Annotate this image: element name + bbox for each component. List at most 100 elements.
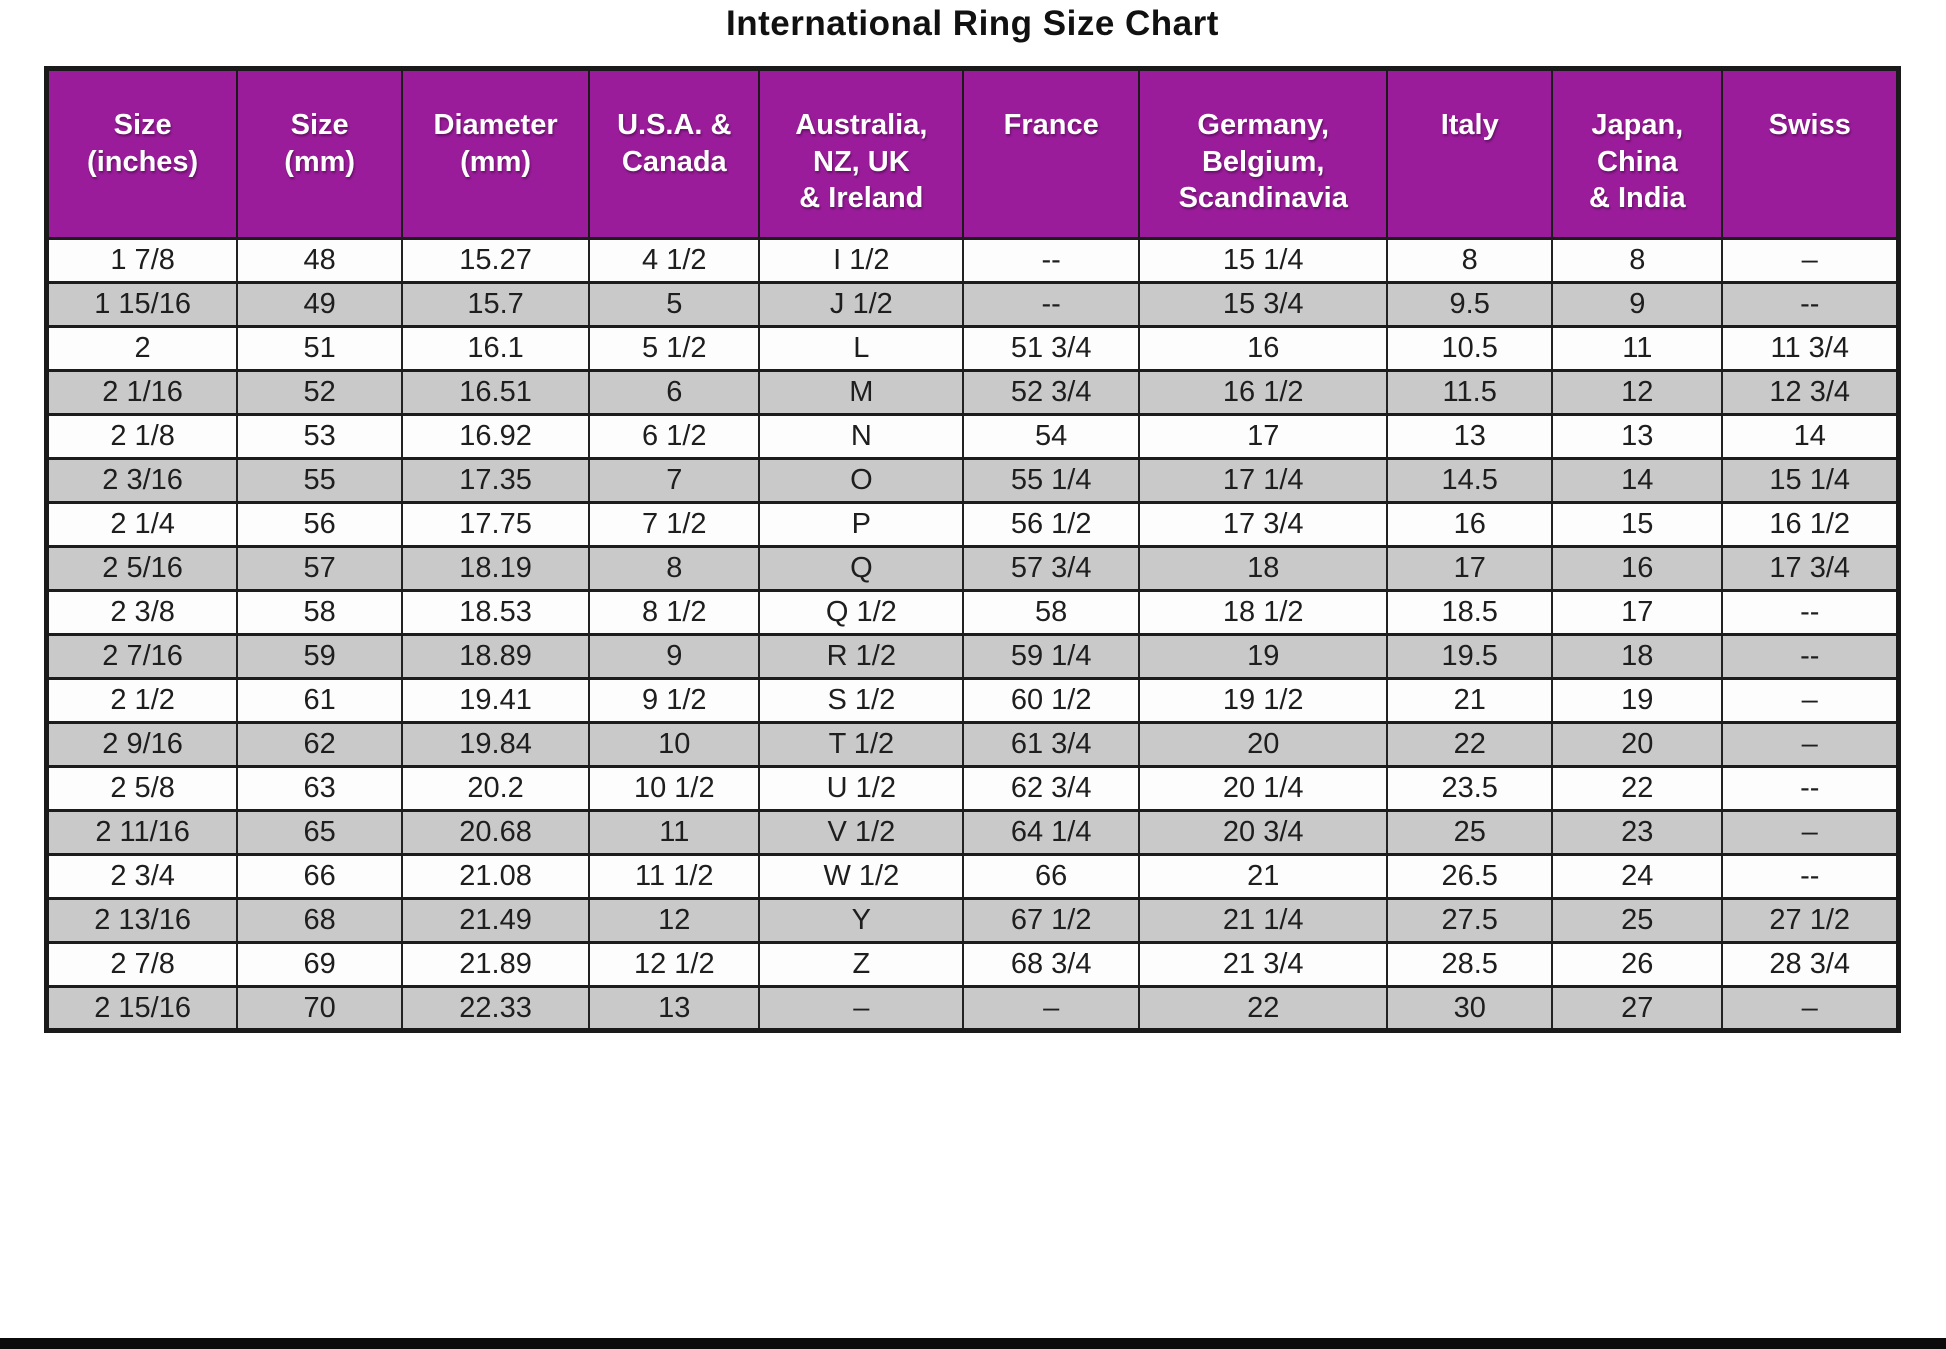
table-cell: 21.49: [401, 897, 591, 944]
table-cell: 22: [1138, 985, 1389, 1032]
table-cell: --: [1721, 589, 1900, 636]
table-cell: 13: [1551, 413, 1724, 460]
table-cell: 12: [588, 897, 761, 944]
table-cell: 28 3/4: [1721, 941, 1900, 988]
table-cell: 6 1/2: [588, 413, 761, 460]
table-cell: 19.41: [401, 677, 591, 724]
table-cell: 26: [1551, 941, 1724, 988]
table-cell: 57: [236, 545, 404, 592]
table-cell: --: [962, 281, 1141, 328]
table-cell: --: [1721, 765, 1900, 812]
table-cell: 55 1/4: [962, 457, 1141, 504]
table-row: 2 9/16 62 19.84 10 T 1/2 61 3/4 20 22 20–: [45, 721, 1900, 768]
table-cell: 18: [1551, 633, 1724, 680]
table-cell: 18.89: [401, 633, 591, 680]
table-cell: 59: [236, 633, 404, 680]
table-cell: 18.5: [1386, 589, 1554, 636]
table-row: 2 5/8 63 20.2 10 1/2 U 1/2 62 3/4 20 1/4 23.5 22…: [45, 765, 1900, 812]
table-cell: --: [962, 237, 1141, 284]
table-cell: 19 1/2: [1138, 677, 1389, 724]
table-row: 1 7/8 48 15.27 4 1/2 I 1/2 -- 15 1/4 8 8–: [45, 237, 1900, 284]
table-cell: 25: [1551, 897, 1724, 944]
table-cell: 28.5: [1386, 941, 1554, 988]
column-header: Italy: [1386, 67, 1554, 240]
table-cell: 2 1/16: [45, 369, 239, 416]
table-cell: 22: [1386, 721, 1554, 768]
table-cell: 20.68: [401, 809, 591, 856]
table-cell: 55: [236, 457, 404, 504]
table-cell: 12 3/4: [1721, 369, 1900, 416]
table-cell: Z: [758, 941, 965, 988]
table-cell: --: [1721, 633, 1900, 680]
table-cell: 5 1/2: [588, 325, 761, 372]
table-cell: 15 1/4: [1721, 457, 1900, 504]
table-cell: 58: [962, 589, 1141, 636]
table-cell: 9 1/2: [588, 677, 761, 724]
table-cell: 21.08: [401, 853, 591, 900]
table-cell: 16: [1138, 325, 1389, 372]
table-cell: 2 7/8: [45, 941, 239, 988]
table-cell: 68: [236, 897, 404, 944]
table-cell: 62 3/4: [962, 765, 1141, 812]
table-cell: 13: [1386, 413, 1554, 460]
table-row: 2 3/8 58 18.53 8 1/2 Q 1/2 58 18 1/2 18.5 17 --: [45, 589, 1900, 636]
table-cell: I 1/2: [758, 237, 965, 284]
column-header: Germany, Belgium, Scandinavia: [1138, 67, 1389, 240]
table-cell: 16: [1386, 501, 1554, 548]
table-cell: 13: [588, 985, 761, 1032]
table-cell: 27.5: [1386, 897, 1554, 944]
table-cell: 2 3/4: [45, 853, 239, 900]
table-cell: 11.5: [1386, 369, 1554, 416]
table-cell: 21: [1386, 677, 1554, 724]
table-cell: 57 3/4: [962, 545, 1141, 592]
table-cell: 16 1/2: [1138, 369, 1389, 416]
table-cell: 17.75: [401, 501, 591, 548]
table-cell: 65: [236, 809, 404, 856]
table-cell: S 1/2: [758, 677, 965, 724]
table-cell: 23: [1551, 809, 1724, 856]
table-cell: 18: [1138, 545, 1389, 592]
table-cell: –: [758, 985, 965, 1032]
table-cell: Q: [758, 545, 965, 592]
table-cell: 56 1/2: [962, 501, 1141, 548]
table-cell: 18 1/2: [1138, 589, 1389, 636]
table-cell: 52 3/4: [962, 369, 1141, 416]
table-cell: 1 7/8: [45, 237, 239, 284]
table-cell: 8: [1386, 237, 1554, 284]
table-cell: 11: [588, 809, 761, 856]
table-row: 2 1/8 53 16.92 6 1/2 N 54 17 13 13 14: [45, 413, 1900, 460]
table-cell: 25: [1386, 809, 1554, 856]
table-cell: 14.5: [1386, 457, 1554, 504]
table-cell: 8 1/2: [588, 589, 761, 636]
column-header: Japan, China & India: [1551, 67, 1724, 240]
table-cell: N: [758, 413, 965, 460]
table-row: 2 15/16 70 22.33 13– –22 30 27–: [45, 985, 1900, 1032]
table-cell: 63: [236, 765, 404, 812]
header-row: Size (inches) Size (mm) Diameter (mm) U.S.A…: [45, 67, 1900, 240]
table-cell: 2 13/16: [45, 897, 239, 944]
table-cell: 48: [236, 237, 404, 284]
table-cell: 2 1/2: [45, 677, 239, 724]
table-row: 2 7/8 69 21.89 12 1/2 Z 68 3/4 21 3/4 28.5 26 28 …: [45, 941, 1900, 988]
table-cell: 21 1/4: [1138, 897, 1389, 944]
table-cell: 11: [1551, 325, 1724, 372]
table-cell: 7: [588, 457, 761, 504]
table-cell: 59 1/4: [962, 633, 1141, 680]
column-header: Size (mm): [236, 67, 404, 240]
table-cell: 10.5: [1386, 325, 1554, 372]
table-cell: 10: [588, 721, 761, 768]
table-row: 2 3/4 66 21.08 11 1/2 W 1/2 66 21 26.5 24 --: [45, 853, 1900, 900]
table-cell: 11 3/4: [1721, 325, 1900, 372]
table-cell: –: [1721, 721, 1900, 768]
table-cell: –: [1721, 677, 1900, 724]
table-cell: 18.19: [401, 545, 591, 592]
table-row: 2 5/16 57 18.19 8 Q 57 3/4 18 17 16 17 3/4: [45, 545, 1900, 592]
table-cell: 70: [236, 985, 404, 1032]
table-cell: –: [1721, 809, 1900, 856]
column-header: U.S.A. & Canada: [588, 67, 761, 240]
table-cell: 19.5: [1386, 633, 1554, 680]
table-cell: 2 1/8: [45, 413, 239, 460]
table-cell: --: [1721, 853, 1900, 900]
table-row: 2 1/4 56 17.75 7 1/2 P 56 1/2 17 3/4 16 15 16 1/2: [45, 501, 1900, 548]
